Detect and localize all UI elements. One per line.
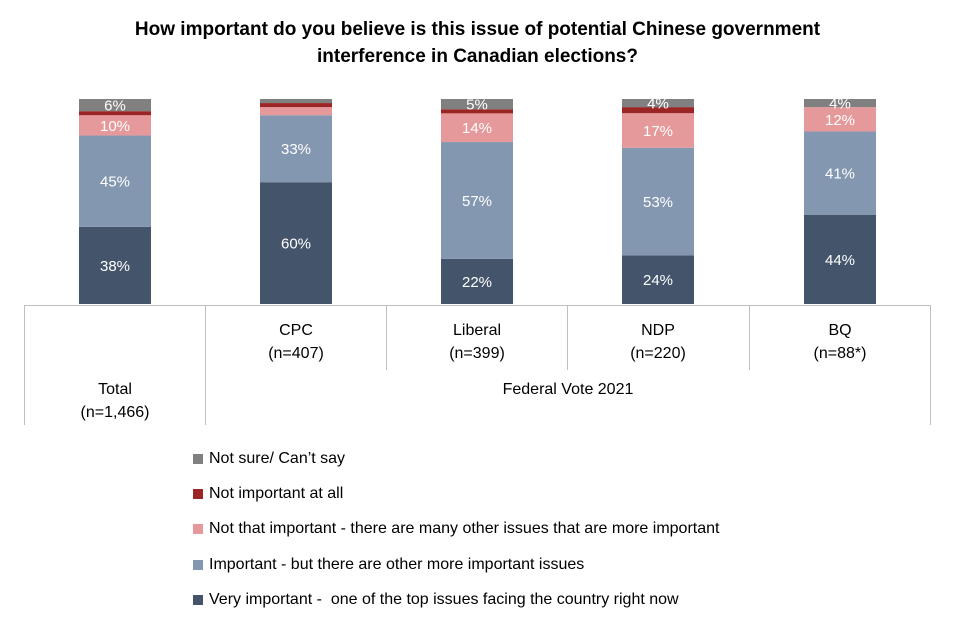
legend-item-not-sure-can-t-say: Not sure/ Can’t say xyxy=(193,441,719,476)
bar-ndp-not-important-at-all xyxy=(622,107,694,114)
bar-total-not-sure xyxy=(79,99,151,112)
data-label-bq-1: 41% xyxy=(825,166,855,183)
bar-liberal-very-important xyxy=(441,258,513,304)
bar-ndp-important xyxy=(622,147,694,256)
bar-liberal-not-that-important xyxy=(441,113,513,143)
data-label-liberal-2: 14% xyxy=(462,120,492,137)
legend-label: Not sure/ Can’t say xyxy=(209,449,346,467)
data-label-ndp-0: 24% xyxy=(643,272,673,289)
bar-total-not-important-at-all xyxy=(79,111,151,116)
chart-title-line-2: interference in Canadian elections? xyxy=(317,46,638,67)
data-label-ndp-2: 17% xyxy=(643,123,673,140)
data-label-total-2: 10% xyxy=(100,118,130,135)
legend-item-important-but-there-are-other-more-impor: Important - but there are other more imp… xyxy=(193,547,719,582)
bar-cpc-very-important xyxy=(260,182,332,304)
group-label-federal-vote: Federal Vote 2021 xyxy=(503,381,634,398)
legend-label: Very important - one of the top issues f… xyxy=(209,590,679,608)
data-label-total-0: 38% xyxy=(100,258,130,275)
category-axis: Total (n=1,466) CPC (n=407) Liberal (n=399) ND… xyxy=(24,305,931,425)
bar-liberal-important xyxy=(441,142,513,259)
bar-group: 38% 45% 10% 6% 60% 33% 22% 57% 14% 5% 24% 53% 17% 4% 4… xyxy=(79,96,876,304)
data-label-liberal-0: 22% xyxy=(462,274,492,291)
data-label-liberal-4: 5% xyxy=(466,97,488,114)
data-label-total-1: 45% xyxy=(100,174,130,191)
bar-bq-very-important xyxy=(804,214,876,304)
bar-bq-not-sure xyxy=(804,99,876,108)
data-label-bq-0: 44% xyxy=(825,252,855,269)
bar-cpc-not-important-at-all xyxy=(260,103,332,108)
chart-title: How important do you believe is this iss… xyxy=(40,16,915,70)
tick-sample-size-ndp: (n=220) xyxy=(630,345,686,362)
bar-total-important xyxy=(79,135,151,227)
bar-cpc-not-that-important xyxy=(260,107,332,116)
legend-swatch xyxy=(193,559,203,570)
data-label-bq-2: 12% xyxy=(825,112,855,129)
tick-sample-size-liberal: (n=399) xyxy=(449,345,505,362)
legend-label: Important - but there are other more imp… xyxy=(209,555,585,573)
legend-label: Not that important - there are many othe… xyxy=(209,520,720,538)
tick-label-ndp: NDP xyxy=(641,322,675,339)
bar-ndp-not-that-important xyxy=(622,113,694,148)
bar-liberal-not-important-at-all xyxy=(441,109,513,114)
tick-label-liberal: Liberal xyxy=(453,322,501,339)
legend-swatch xyxy=(193,594,203,605)
data-label-cpc-0: 60% xyxy=(281,236,311,253)
bar-cpc-not-sure xyxy=(260,99,332,104)
bar-liberal-not-sure xyxy=(441,99,513,110)
bar-ndp-very-important xyxy=(622,255,694,304)
data-label-ndp-1: 53% xyxy=(643,194,673,211)
tick-sample-size-bq: (n=88*) xyxy=(814,345,867,362)
tick-label-bq: BQ xyxy=(828,322,851,339)
bar-total-not-that-important xyxy=(79,115,151,136)
data-label-cpc-1: 33% xyxy=(281,141,311,158)
legend-item-not-that-important-there-are-many-other-: Not that important - there are many othe… xyxy=(193,512,719,547)
legend-swatch xyxy=(193,453,203,464)
chart-title-line-1: How important do you believe is this iss… xyxy=(134,19,821,40)
tick-label-cpc: CPC xyxy=(279,322,313,339)
data-label-bq-4: 4% xyxy=(829,96,851,113)
data-label-total-4: 6% xyxy=(104,98,126,115)
legend-item-not-important-at-all: Not important at all xyxy=(193,476,719,511)
chart-legend: Not sure/ Can’t say Not important at all N… xyxy=(193,441,719,617)
bar-total-very-important xyxy=(79,226,151,304)
legend-swatch xyxy=(193,488,203,499)
tick-sample-size-total: (n=1,466) xyxy=(81,404,150,421)
legend-swatch xyxy=(193,524,203,535)
bar-bq-important xyxy=(804,131,876,215)
legend-item-very-important-one-of-the-top-issues-fac: Very important - one of the top issues f… xyxy=(193,582,719,617)
data-label-ndp-4: 4% xyxy=(647,96,669,113)
data-label-liberal-1: 57% xyxy=(462,193,492,210)
tick-sample-size-cpc: (n=407) xyxy=(268,345,324,362)
tick-label-total: Total xyxy=(98,381,132,398)
bar-ndp-not-sure xyxy=(622,99,694,108)
bar-bq-not-that-important xyxy=(804,107,876,132)
legend-label: Not important at all xyxy=(209,484,344,502)
bar-cpc-important xyxy=(260,115,332,183)
